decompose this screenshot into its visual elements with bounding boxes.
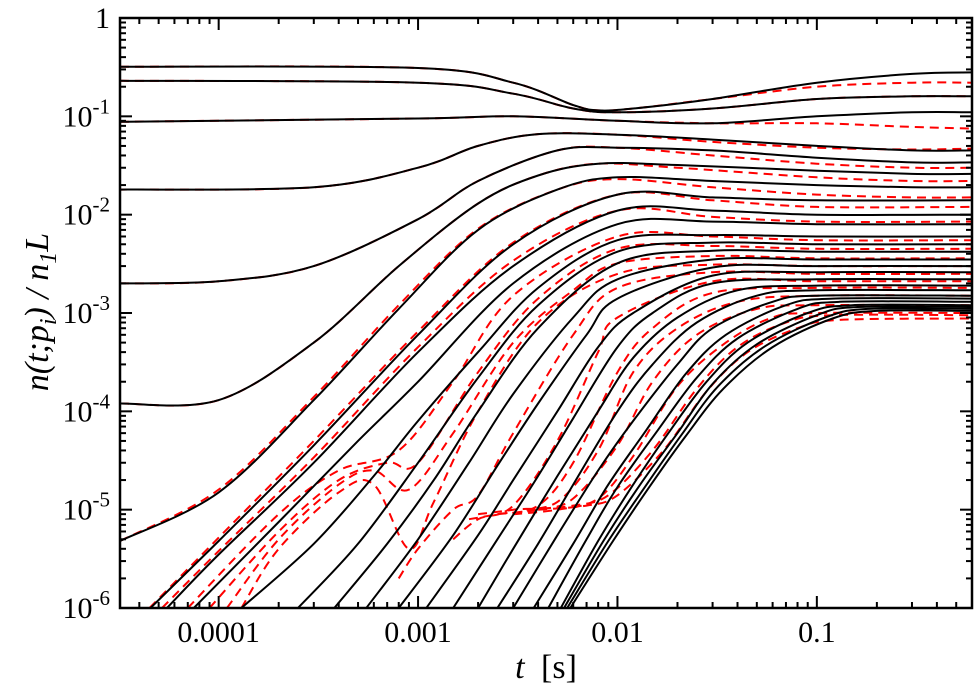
y-axis-den: ) / n xyxy=(19,264,56,321)
dashed-series-line-33 xyxy=(477,294,972,516)
solid-series-line-40 xyxy=(532,297,972,608)
dashed-series-line-23 xyxy=(226,254,972,608)
y-tick-label: 10-3 xyxy=(63,291,111,330)
x-axis-variable: t xyxy=(515,649,526,686)
solid-series-line-38 xyxy=(512,294,972,608)
dashed-series-line-1 xyxy=(120,65,972,112)
y-axis-title: n(t;pi) / n1L xyxy=(19,233,62,391)
solid-series-line-42 xyxy=(547,300,972,608)
plot-frame xyxy=(118,16,974,610)
dashed-series-line-29 xyxy=(452,277,972,541)
y-axis-den-sub: 1 xyxy=(36,252,62,264)
dashed-series-line-41 xyxy=(538,317,972,511)
solid-series-line-22 xyxy=(297,241,972,608)
solid-series-line-8 xyxy=(120,145,972,285)
solid-series-line-4 xyxy=(120,110,972,125)
dashed-series-line-19 xyxy=(187,231,972,608)
solid-series-line-16 xyxy=(166,205,972,608)
dashed-series-line-9 xyxy=(120,145,972,285)
solid-series-line-32 xyxy=(452,278,972,608)
label-layer: 0.0001 0.001 0.01 0.1 1 10-1 10-2 10-3 10-4 10-5 1… xyxy=(63,2,836,649)
y-axis-num: n(t;p xyxy=(19,325,56,391)
series-layer xyxy=(120,65,972,608)
dashed-series-line-21 xyxy=(208,243,972,608)
dashed-series-line-39 xyxy=(526,313,972,511)
dashed-series-line-25 xyxy=(240,263,972,608)
solid-series-line-24 xyxy=(333,249,972,608)
solid-series-line-46 xyxy=(569,309,972,608)
x-axis-title: t [s] xyxy=(515,649,577,686)
y-tick-label: 10-6 xyxy=(63,586,111,625)
solid-series-line-10 xyxy=(120,161,972,407)
solid-series-line-30 xyxy=(425,270,972,608)
x-axis-unit: [s] xyxy=(541,649,577,686)
x-tick-label: 0.0001 xyxy=(177,616,260,649)
x-tick-label: 0.001 xyxy=(384,616,452,649)
y-tick-label: 10-2 xyxy=(63,193,111,232)
dashed-series-line-35 xyxy=(497,303,972,516)
dashed-series-line-3 xyxy=(120,79,972,114)
solid-series-line-45 xyxy=(566,307,972,608)
solid-series-line-0 xyxy=(120,65,972,112)
solid-series-line-18 xyxy=(193,217,972,608)
dashed-series-line-17 xyxy=(161,207,972,608)
solid-series-line-36 xyxy=(496,288,972,608)
tick-layer xyxy=(120,17,972,609)
solid-series-line-44 xyxy=(563,305,972,608)
solid-series-line-6 xyxy=(120,132,972,191)
solid-series-line-20 xyxy=(240,233,972,608)
dashed-series-line-15 xyxy=(148,191,972,608)
y-tick-label: 10-5 xyxy=(63,488,111,527)
x-tick-label: 0.1 xyxy=(798,616,836,649)
solid-series-line-43 xyxy=(559,303,972,608)
y-tick-label: 10-4 xyxy=(63,389,111,428)
x-tick-label: 0.01 xyxy=(591,616,644,649)
solid-series-line-2 xyxy=(120,79,972,114)
solid-series-line-26 xyxy=(365,257,972,608)
solid-series-line-28 xyxy=(397,263,972,608)
solid-series-line-12 xyxy=(120,176,972,542)
y-axis-tail: L xyxy=(19,233,56,253)
dashed-series-line-7 xyxy=(120,132,972,191)
solid-series-line-34 xyxy=(477,284,972,608)
y-axis-num-sub: i xyxy=(36,318,62,325)
y-tick-label: 10-1 xyxy=(63,94,111,133)
solid-series-line-14 xyxy=(149,190,972,608)
dashed-series-line-13 xyxy=(120,178,972,542)
y-tick-label: 1 xyxy=(95,2,110,35)
dashed-series-line-27 xyxy=(397,270,972,579)
